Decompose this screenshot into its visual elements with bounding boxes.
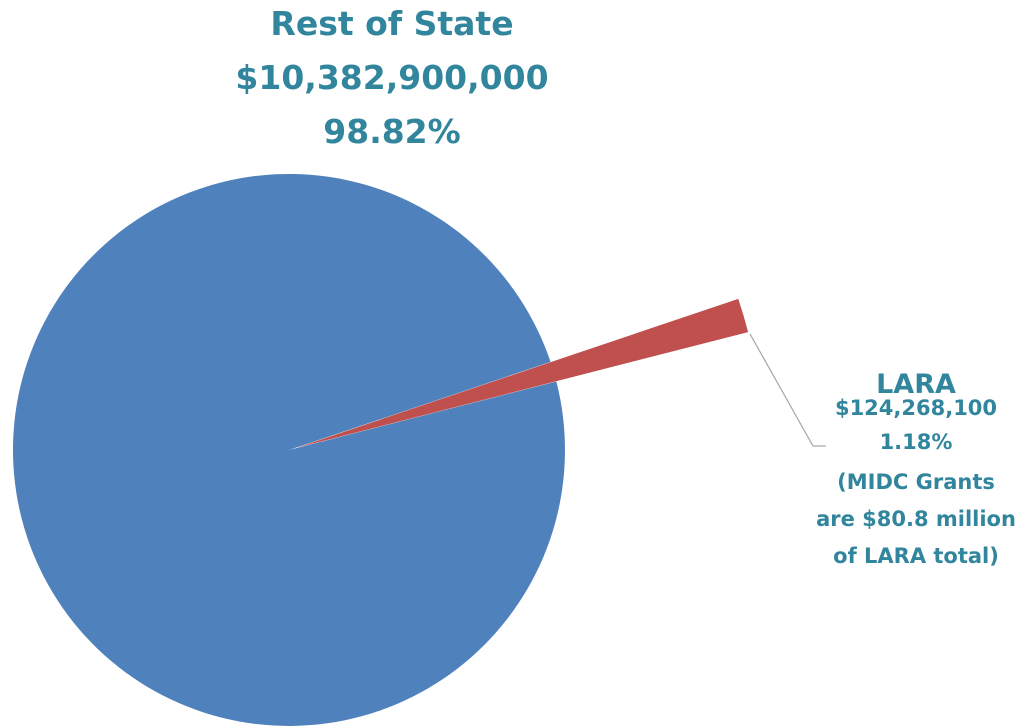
rest-of-state-percent: 98.82%: [323, 112, 460, 151]
rest-of-state-label: Rest of State $10,382,900,000 98.82%: [235, 4, 548, 151]
lara-label: LARA $124,268,100 1.18% (MIDC Grants are…: [816, 369, 1016, 568]
lara-leader-line: [749, 333, 826, 447]
lara-note-line-2: are $80.8 million: [816, 507, 1016, 531]
lara-note-line-3: of LARA total): [833, 544, 999, 568]
lara-name: LARA: [876, 369, 956, 400]
lara-slice: [296, 298, 749, 448]
rest-of-state-name: Rest of State: [270, 4, 513, 43]
lara-note-line-1: (MIDC Grants: [837, 470, 995, 494]
rest-of-state-value: $10,382,900,000: [235, 58, 548, 97]
lara-percent: 1.18%: [880, 430, 953, 454]
rest-of-state-slice: [12, 173, 565, 726]
lara-value: $124,268,100: [835, 396, 997, 420]
